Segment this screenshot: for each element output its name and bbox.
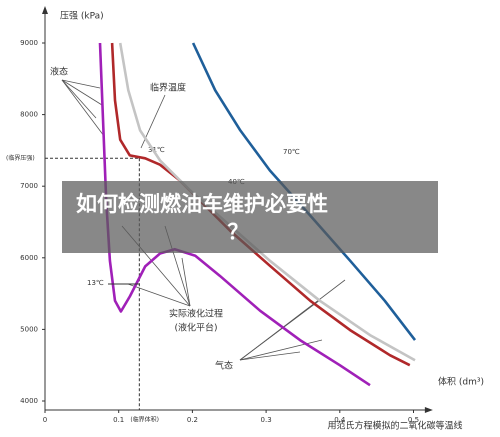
annotation: 气态 xyxy=(215,360,233,372)
x-tick-label: 0.1 xyxy=(113,416,124,424)
y-tick-label: 7000 xyxy=(20,182,38,190)
y-tick-label: 4000 xyxy=(20,397,38,405)
series-label: 13℃ xyxy=(87,279,104,287)
isotherm-line xyxy=(98,42,371,387)
x-axis-arrow xyxy=(424,407,433,413)
x-tick-label: 0 xyxy=(43,416,47,424)
annotation: 实际液化过程 xyxy=(169,308,223,320)
banner-text: 如何检测燃油车维护必要性 xyxy=(76,192,328,216)
x-tick-label: 0.4 xyxy=(334,416,346,424)
y-tick-label: 9000 xyxy=(20,39,38,47)
y-axis-label: 压强 (kPa) xyxy=(60,11,104,22)
y-axis-arrow xyxy=(42,6,48,14)
series-label: 70℃ xyxy=(283,148,300,156)
banner-background xyxy=(62,181,438,253)
series-label: 31℃ xyxy=(148,146,165,154)
footer: 用范氏方程模拟的二氧化碳等温线 xyxy=(327,420,462,432)
banner-mark: ？ xyxy=(228,220,249,244)
annotation: 液态 xyxy=(50,66,68,78)
x-tick-label: 0.2 xyxy=(187,416,198,424)
annotation-lines xyxy=(61,79,346,361)
x-axis-label: 体积 (dm³) xyxy=(438,376,484,388)
critical-volume-label: (临界体积) xyxy=(130,416,159,424)
y-tick-label: 8000 xyxy=(20,111,38,119)
x-tick-label: 0.5 xyxy=(408,416,419,424)
x-tick-label: 0.3 xyxy=(261,416,272,424)
critical-pressure-label: (临界压强) xyxy=(6,154,35,162)
y-tick-label: 6000 xyxy=(20,254,38,262)
y-tick-label: 5000 xyxy=(20,325,38,333)
annotation: 临界温度 xyxy=(150,82,186,94)
annotation: (液化平台) xyxy=(174,322,217,334)
